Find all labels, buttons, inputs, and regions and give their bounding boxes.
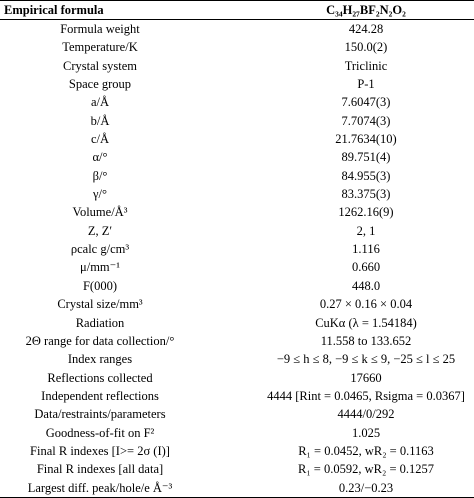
- row-value: 83.375(3): [341, 187, 391, 202]
- table-row: Final R indexes [I>= 2σ (I)] R₁ = 0.0452,…: [0, 442, 474, 460]
- table-row: 2Θ range for data collection/° 11.558 to …: [0, 332, 474, 350]
- table-row: Independent reflections 4444 [Rint = 0.04…: [0, 387, 474, 405]
- row-label: Largest diff. peak/hole/e Å⁻³: [27, 480, 173, 495]
- table-row: β/° 84.955(3): [0, 167, 474, 185]
- row-label: Formula weight: [60, 22, 140, 36]
- table-row: Z, Z′ 2, 1: [0, 222, 474, 240]
- row-value: 84.955(3): [341, 168, 391, 183]
- table-row: Final R indexes [all data] R₁ = 0.0592, w…: [0, 460, 474, 478]
- row-value: 0.23/−0.23: [338, 480, 394, 495]
- row-value: 11.558 to 133.652: [320, 333, 412, 348]
- table-row: Temperature/K 150.0(2): [0, 38, 474, 56]
- table-row: Goodness-of-fit on F² 1.025: [0, 424, 474, 442]
- row-label: Volume/Å³: [72, 205, 128, 220]
- row-value: Triclinic: [344, 58, 388, 73]
- row-value: 2, 1: [356, 223, 376, 238]
- table-row: Formula weight 424.28: [0, 20, 474, 38]
- table-row: Radiation CuKα (λ = 1.54184): [0, 314, 474, 332]
- row-label: a/Å: [90, 95, 110, 110]
- row-value: 7.6047(3): [341, 95, 391, 110]
- row-label: β/°: [92, 168, 108, 183]
- row-label: Final R indexes [all data]: [36, 462, 164, 477]
- row-label: Crystal system: [63, 58, 137, 73]
- row-label: α/°: [92, 150, 108, 165]
- row-label: Goodness-of-fit on F²: [45, 425, 155, 440]
- row-label: Reflections collected: [47, 370, 153, 385]
- row-label: Final R indexes [I>= 2σ (I)]: [30, 443, 170, 458]
- table-header-row: Empirical formula C₃₄H₂₇BF₂N₂O₂: [0, 1, 474, 20]
- row-value: 4444 [Rint = 0.0465, Rsigma = 0.0367]: [267, 388, 465, 403]
- row-label: Index ranges: [67, 352, 133, 367]
- row-label: 2Θ range for data collection/°: [25, 333, 175, 348]
- table-row: Index ranges −9 ≤ h ≤ 8, −9 ≤ k ≤ 9, −25 …: [0, 350, 474, 368]
- row-value: 424.28: [348, 22, 384, 36]
- table-body: Formula weight 424.28 Temperature/K 150.0(2…: [0, 20, 474, 497]
- row-value: P-1: [357, 77, 375, 92]
- row-label: F(000): [82, 278, 118, 293]
- header-value: C₃₄H₂₇BF₂N₂O₂: [326, 3, 406, 17]
- row-label: ρcalc g/cm³: [70, 242, 130, 257]
- row-value: 0.660: [351, 260, 381, 275]
- row-value: 0.27 × 0.16 × 0.04: [319, 297, 413, 312]
- row-value: 7.7074(3): [341, 113, 391, 128]
- table-row: Reflections collected 17660: [0, 369, 474, 387]
- row-value: 21.7634(10): [335, 132, 397, 147]
- table-row: μ/mm⁻¹ 0.660: [0, 258, 474, 276]
- row-label: Radiation: [75, 315, 125, 330]
- table-row: c/Å 21.7634(10): [0, 130, 474, 148]
- table-row: a/Å 7.6047(3): [0, 93, 474, 111]
- row-value: 1262.16(9): [338, 205, 394, 220]
- header-label: Empirical formula: [4, 3, 104, 17]
- row-label: γ/°: [93, 187, 107, 202]
- row-label: Crystal size/mm³: [57, 297, 143, 312]
- row-value: 4444/0/292: [337, 407, 395, 422]
- row-label: c/Å: [90, 132, 110, 147]
- row-value: 89.751(4): [341, 150, 391, 165]
- row-value: CuKα (λ = 1.54184): [315, 315, 417, 330]
- table-row: F(000) 448.0: [0, 277, 474, 295]
- table-row: Crystal system Triclinic: [0, 57, 474, 75]
- row-label: Space group: [68, 77, 132, 92]
- table-row: α/° 89.751(4): [0, 148, 474, 166]
- table-row: Space group P-1: [0, 75, 474, 93]
- row-value: R₁ = 0.0592, wR₂ = 0.1257: [297, 462, 435, 477]
- row-label: b/Å: [90, 113, 110, 128]
- row-value: 1.025: [351, 425, 381, 440]
- row-label: Z, Z′: [87, 223, 113, 238]
- row-label: μ/mm⁻¹: [80, 260, 120, 275]
- table-row: b/Å 7.7074(3): [0, 112, 474, 130]
- table-row: Largest diff. peak/hole/e Å⁻³ 0.23/−0.23: [0, 479, 474, 497]
- row-label: Temperature/K: [62, 40, 138, 55]
- table-row: γ/° 83.375(3): [0, 185, 474, 203]
- row-label: Data/restraints/parameters: [34, 407, 166, 422]
- row-value: 150.0(2): [344, 40, 388, 55]
- table-row: ρcalc g/cm³ 1.116: [0, 240, 474, 258]
- row-value: 17660: [350, 370, 382, 385]
- row-value: −9 ≤ h ≤ 8, −9 ≤ k ≤ 9, −25 ≤ l ≤ 25: [276, 352, 456, 367]
- table-row: Crystal size/mm³ 0.27 × 0.16 × 0.04: [0, 295, 474, 313]
- table-row: Volume/Å³ 1262.16(9): [0, 203, 474, 221]
- row-value: R₁ = 0.0452, wR₂ = 0.1163: [298, 443, 434, 458]
- table-row: Data/restraints/parameters 4444/0/292: [0, 405, 474, 423]
- row-label: Independent reflections: [41, 388, 159, 403]
- row-value: 448.0: [351, 278, 381, 293]
- row-value: 1.116: [352, 242, 380, 257]
